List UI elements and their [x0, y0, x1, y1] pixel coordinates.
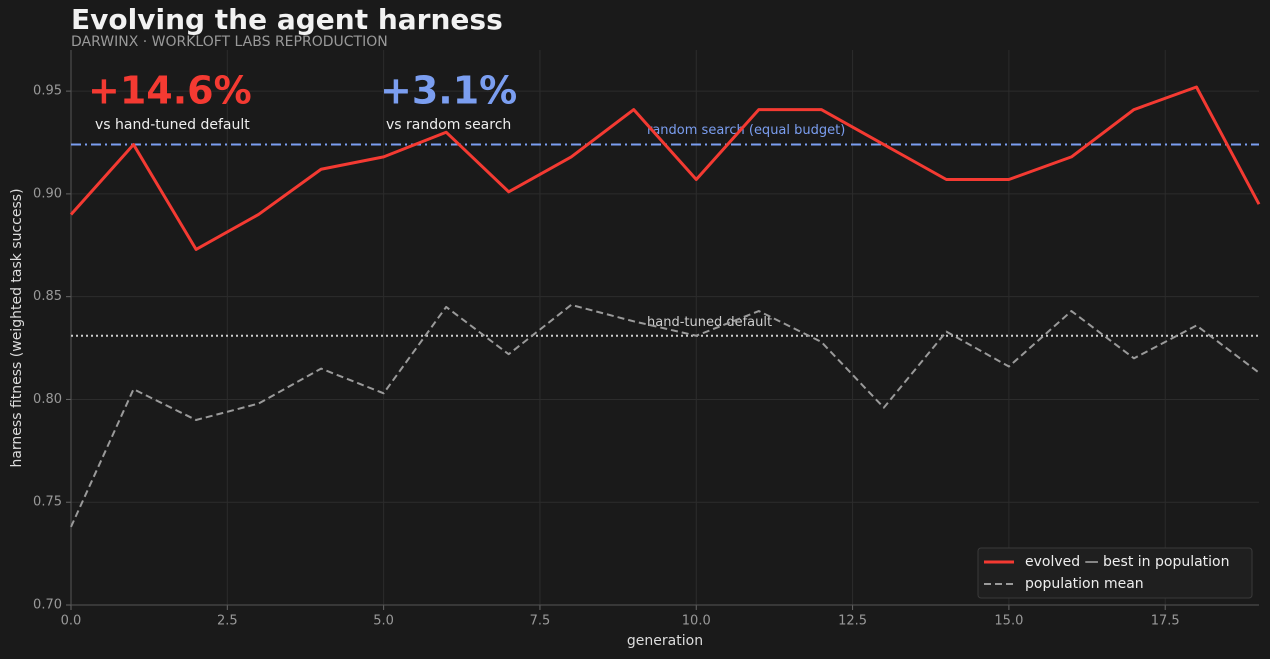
- y-tick-label: 0.85: [33, 289, 62, 304]
- y-tick-label: 0.95: [33, 84, 62, 99]
- y-tick-label: 0.75: [33, 495, 62, 510]
- callout-label: vs random search: [386, 117, 511, 133]
- x-tick-label: 17.5: [1151, 614, 1180, 629]
- x-tick-label: 5.0: [373, 614, 394, 629]
- y-tick-label: 0.80: [33, 392, 62, 407]
- legend-box: [977, 547, 1253, 599]
- reference-label: hand-tuned default: [647, 315, 772, 330]
- series-line: [69, 85, 1261, 251]
- y-axis-label: harness fitness (weighted task success): [9, 188, 25, 467]
- x-tick-label: 0.0: [61, 614, 82, 629]
- x-tick-label: 15.0: [994, 614, 1023, 629]
- callout-value: +14.6%: [88, 69, 252, 113]
- callout-value: +3.1%: [380, 69, 517, 113]
- series-line: [70, 303, 1260, 528]
- legend: evolved — best in population population m…: [977, 547, 1253, 599]
- legend-label: population mean: [1025, 576, 1144, 592]
- x-axis-label: generation: [627, 633, 703, 649]
- legend-label: evolved — best in population: [1025, 554, 1229, 570]
- y-tick-label: 0.70: [33, 598, 62, 613]
- chart-title: Evolving the agent harness: [71, 3, 503, 36]
- callout-label: vs hand-tuned default: [95, 117, 250, 133]
- chart-subtitle: DARWINX · WORKLOFT LABS REPRODUCTION: [71, 34, 388, 50]
- x-tick-label: 10.0: [682, 614, 711, 629]
- x-tick-label: 2.5: [217, 614, 238, 629]
- x-tick-label: 12.5: [838, 614, 867, 629]
- y-tick-label: 0.90: [33, 186, 62, 201]
- x-tick-label: 7.5: [530, 614, 551, 629]
- reference-label: random search (equal budget): [647, 123, 845, 138]
